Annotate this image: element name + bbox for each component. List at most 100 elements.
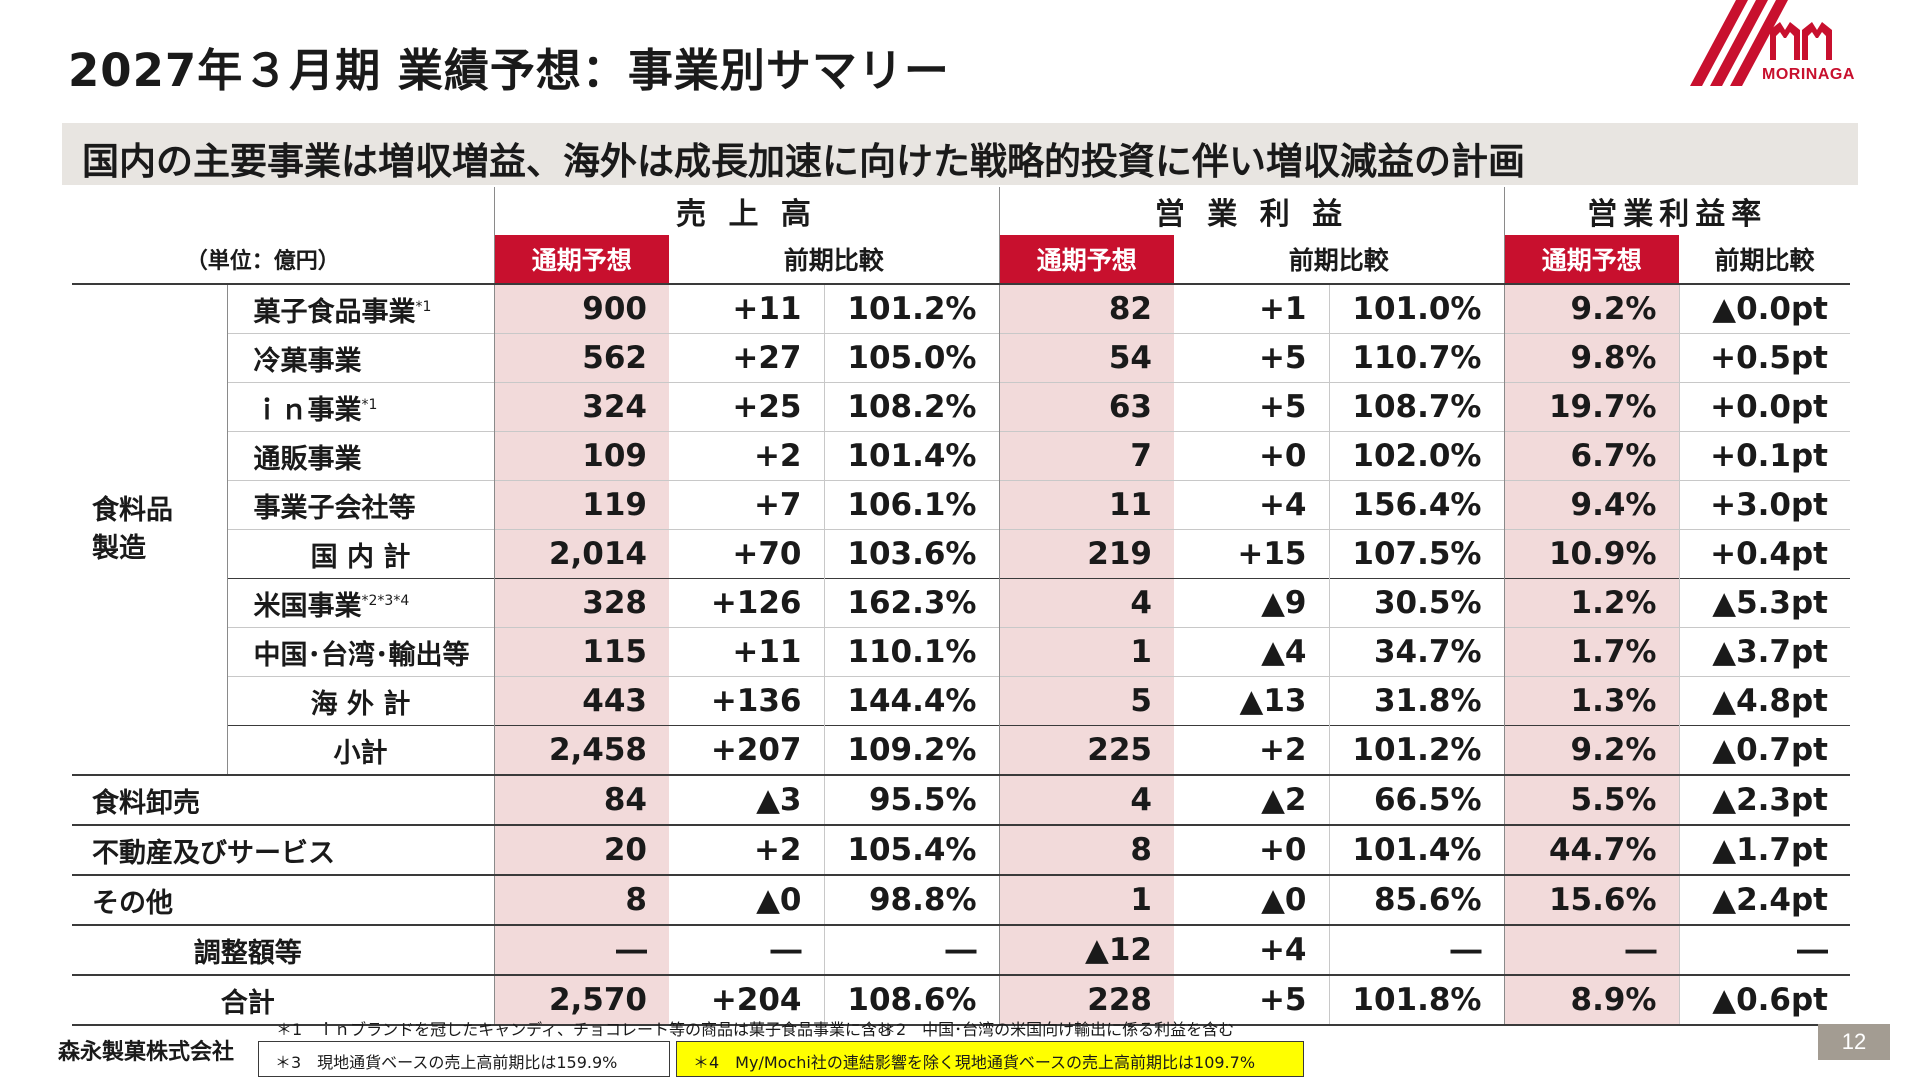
table-cell: ▲4.8pt xyxy=(1678,676,1850,726)
table-cell: 11 xyxy=(998,480,1174,530)
row-label-text: 菓子食品事業 xyxy=(253,296,416,328)
row-label: 事業子会社等 xyxy=(227,480,494,530)
yoy-header: 前期比較 xyxy=(669,235,999,285)
table-cell: 101.2% xyxy=(823,283,999,334)
table-cell: 101.4% xyxy=(823,431,999,481)
footnote-2: ＊2 中国･台湾の米国向け輸出に係る利益を含む xyxy=(880,1020,1235,1039)
table-cell: 20 xyxy=(493,824,669,875)
table-cell: 9.4% xyxy=(1503,480,1679,530)
footnote-4: ＊4 My/Mochi社の連結影響を除く現地通貨ベースの売上高前期比は109.7… xyxy=(693,1053,1256,1072)
table-cell: 156.4% xyxy=(1328,480,1504,530)
morinaga-logo xyxy=(1690,0,1832,86)
table-cell: 5 xyxy=(998,676,1174,726)
table-cell: +7 xyxy=(669,480,824,530)
table-cell: +1 xyxy=(1174,283,1329,334)
table-cell: 225 xyxy=(998,725,1174,775)
table-cell: +11 xyxy=(669,283,824,334)
section-header-op-profit: 営 業 利 益 xyxy=(998,187,1504,235)
footnote-marker: *2*3*4 xyxy=(361,592,410,609)
row-label: その他 xyxy=(72,874,494,925)
table-cell: ― xyxy=(493,924,669,975)
group-label-food-manufacturing: 食料品 製造 xyxy=(72,283,228,775)
table-cell: 4 xyxy=(998,578,1174,628)
row-label: 冷菓事業 xyxy=(227,333,494,383)
table-cell: 2,014 xyxy=(493,529,669,579)
table-cell: 5.5% xyxy=(1503,774,1679,825)
table-row: その他 8 ▲0 98.8% 1 ▲0 85.6% 15.6% ▲2.4pt xyxy=(72,874,1850,925)
table-cell: +204 xyxy=(669,974,824,1026)
section-header-sales: 売 上 高 xyxy=(493,187,999,235)
row-label-text: 食料卸売 xyxy=(92,787,200,819)
row-label: 調整額等 xyxy=(72,924,494,975)
table-row: ｉｎ事業*1 324 +25 108.2% 63 +5 108.7% 19.7% +0.0pt xyxy=(72,382,1850,432)
table-cell: 9.2% xyxy=(1503,283,1679,334)
row-label-text: 中国･台湾･輸出等 xyxy=(253,639,470,671)
unit-label: （単位：億円） xyxy=(72,235,494,285)
table-cell: 7 xyxy=(998,431,1174,481)
table-cell: 107.5% xyxy=(1328,529,1504,579)
table-cell: ― xyxy=(1678,924,1850,975)
row-label: 海 外 計 xyxy=(227,676,494,726)
table-row: 食料品 製造 菓子食品事業*1 900 +11 101.2% 82 +1 101.0% 9.2% ▲… xyxy=(72,283,1850,775)
row-label-text: その他 xyxy=(92,887,173,919)
table-cell: 8 xyxy=(493,874,669,925)
table-cell: ▲2.3pt xyxy=(1678,774,1850,825)
table-cell: 1.3% xyxy=(1503,676,1679,726)
table-cell: 109 xyxy=(493,431,669,481)
table-cell: 108.2% xyxy=(823,382,999,432)
table-cell: 110.7% xyxy=(1328,333,1504,383)
table-cell: 443 xyxy=(493,676,669,726)
table-cell: 84 xyxy=(493,774,669,825)
table-cell: +4 xyxy=(1174,924,1329,975)
table-cell: 109.2% xyxy=(823,725,999,775)
table-cell: ▲2 xyxy=(1174,774,1329,825)
table-cell: ▲13 xyxy=(1174,676,1329,726)
row-label-text: 合計 xyxy=(220,987,275,1019)
table-cell: 219 xyxy=(998,529,1174,579)
table-cell: 2,458 xyxy=(493,725,669,775)
table-cell: 228 xyxy=(998,974,1174,1026)
table-cell: ▲0.0pt xyxy=(1678,283,1850,334)
table-cell: 562 xyxy=(493,333,669,383)
table-cell: +27 xyxy=(669,333,824,383)
row-label: 不動産及びサービス xyxy=(72,824,494,875)
footnote-4-box: ＊4 My/Mochi社の連結影響を除く現地通貨ベースの売上高前期比は109.7… xyxy=(676,1041,1304,1077)
table-cell: 110.1% xyxy=(823,627,999,677)
table-cell: +0.4pt xyxy=(1678,529,1850,579)
table-cell: 101.8% xyxy=(1328,974,1504,1026)
table-cell: 8 xyxy=(998,824,1174,875)
table-cell: 44.7% xyxy=(1503,824,1679,875)
row-label-text: 小計 xyxy=(333,737,388,769)
logo-text: MORINAGA xyxy=(1762,66,1855,83)
table-cell: ▲3 xyxy=(669,774,824,825)
table-cell: 2,570 xyxy=(493,974,669,1026)
table-cell: 101.2% xyxy=(1328,725,1504,775)
table-cell: +5 xyxy=(1174,333,1329,383)
table-cell: +126 xyxy=(669,578,824,628)
company-name: 森永製菓株式会社 xyxy=(58,1040,235,1065)
table-cell: 30.5% xyxy=(1328,578,1504,628)
table-cell: 31.8% xyxy=(1328,676,1504,726)
page-number: 12 xyxy=(1818,1024,1890,1060)
row-label: 菓子食品事業*1 xyxy=(227,283,494,334)
table-cell: 324 xyxy=(493,382,669,432)
table-row: 冷菓事業 562 +27 105.0% 54 +5 110.7% 9.8% +0.5pt xyxy=(72,333,1850,383)
table-cell: 9.2% xyxy=(1503,725,1679,775)
table-cell: 1.2% xyxy=(1503,578,1679,628)
table-cell: 108.6% xyxy=(823,974,999,1026)
table-cell: 82 xyxy=(998,283,1174,334)
table-cell: 63 xyxy=(998,382,1174,432)
table-cell: +0.5pt xyxy=(1678,333,1850,383)
table-cell: 102.0% xyxy=(1328,431,1504,481)
footnote-3: ＊3 現地通貨ベースの売上高前期比は159.9% xyxy=(275,1053,618,1072)
headline-text: 国内の主要事業は増収増益、海外は成長加速に向けた戦略的投資に伴い増収減益の計画 xyxy=(82,140,1525,183)
footnote-marker: *1 xyxy=(415,298,432,315)
table-cell: 328 xyxy=(493,578,669,628)
table-cell: +136 xyxy=(669,676,824,726)
table-cell: 10.9% xyxy=(1503,529,1679,579)
row-label: ｉｎ事業*1 xyxy=(227,382,494,432)
yoy-header: 前期比較 xyxy=(1174,235,1504,285)
row-label: 国 内 計 xyxy=(227,529,494,579)
table-cell: ― xyxy=(1503,924,1679,975)
row-label-text: 国 内 計 xyxy=(310,541,411,573)
